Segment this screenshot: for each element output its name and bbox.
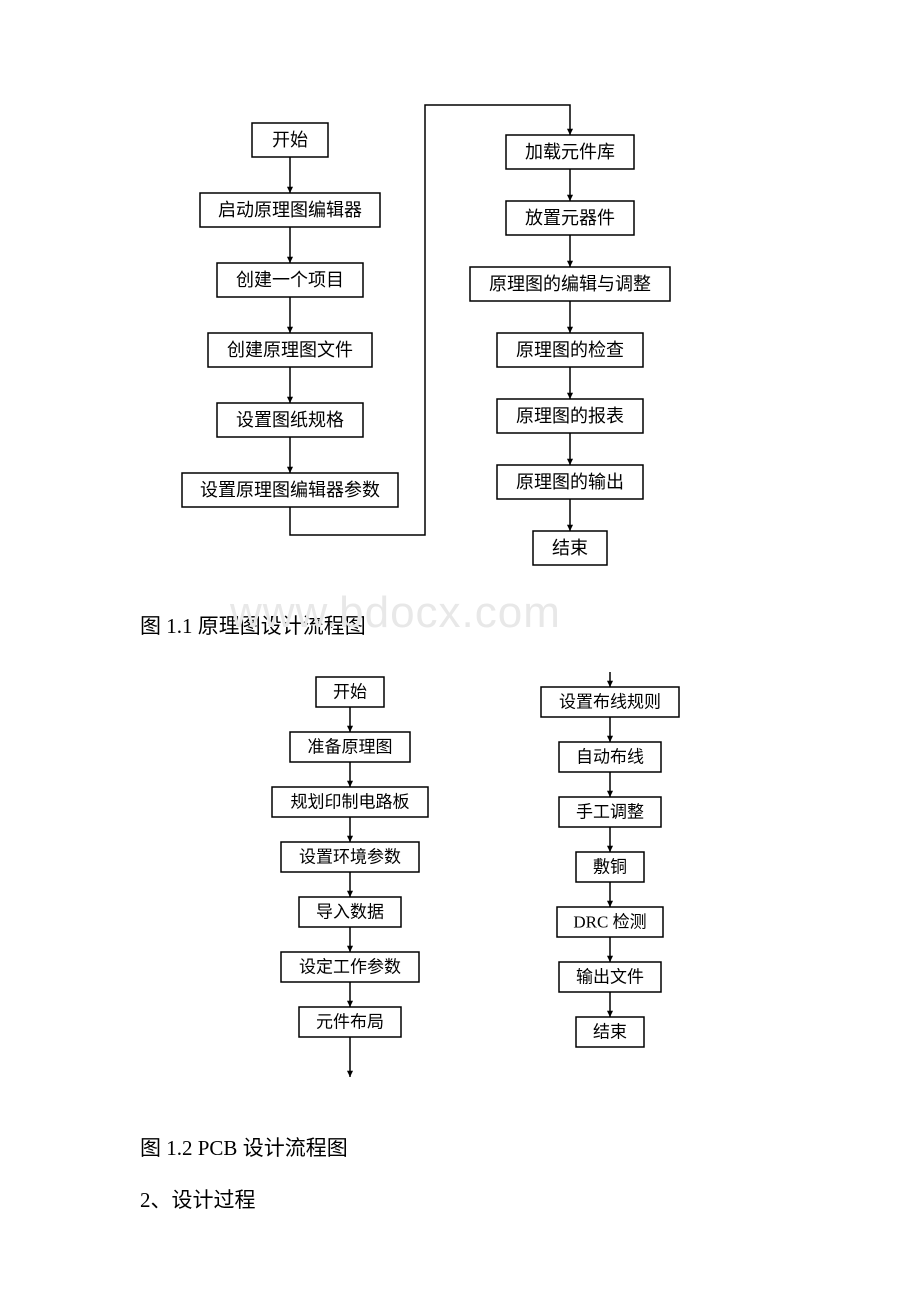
svg-text:设置布线规则: 设置布线规则 [559,693,661,712]
flowchart-2-svg: 开始准备原理图规划印制电路板设置环境参数导入数据设定工作参数元件布局 设置布线规则… [190,662,750,1102]
svg-text:设置图纸规格: 设置图纸规格 [236,410,344,430]
svg-text:原理图的编辑与调整: 原理图的编辑与调整 [489,274,651,294]
flowchart-1-svg: 开始启动原理图编辑器创建一个项目创建原理图文件设置图纸规格设置原理图编辑器参数 加… [140,90,730,580]
svg-text:自动布线: 自动布线 [576,748,644,767]
svg-text:设置环境参数: 设置环境参数 [299,848,401,867]
svg-text:原理图的检查: 原理图的检查 [516,340,624,360]
flowchart-2-container: 开始准备原理图规划印制电路板设置环境参数导入数据设定工作参数元件布局 设置布线规则… [190,662,780,1102]
section-2-heading: 2、设计过程 [140,1184,780,1214]
svg-text:元件布局: 元件布局 [316,1013,384,1032]
svg-text:开始: 开始 [272,130,308,150]
svg-text:敷铜: 敷铜 [593,858,627,877]
svg-text:结束: 结束 [593,1023,627,1042]
svg-text:规划印制电路板: 规划印制电路板 [291,793,410,812]
svg-text:输出文件: 输出文件 [576,968,644,987]
svg-text:创建原理图文件: 创建原理图文件 [227,340,353,360]
flowchart-1-container: 开始启动原理图编辑器创建一个项目创建原理图文件设置图纸规格设置原理图编辑器参数 加… [140,90,780,580]
caption-1: 图 1.1 原理图设计流程图 [140,610,780,640]
svg-text:准备原理图: 准备原理图 [308,738,393,757]
svg-text:设置原理图编辑器参数: 设置原理图编辑器参数 [200,480,380,500]
svg-text:加载元件库: 加载元件库 [525,142,615,162]
caption-2: 图 1.2 PCB 设计流程图 [140,1132,780,1162]
svg-text:DRC 检测: DRC 检测 [573,913,646,932]
svg-text:原理图的输出: 原理图的输出 [516,472,624,492]
svg-text:启动原理图编辑器: 启动原理图编辑器 [218,200,362,220]
svg-text:结束: 结束 [552,538,588,558]
svg-text:原理图的报表: 原理图的报表 [516,406,624,426]
svg-text:导入数据: 导入数据 [316,903,384,922]
svg-text:放置元器件: 放置元器件 [525,208,615,228]
svg-text:手工调整: 手工调整 [576,803,644,822]
flowchart-2: 开始准备原理图规划印制电路板设置环境参数导入数据设定工作参数元件布局 设置布线规则… [190,662,780,1102]
svg-text:设定工作参数: 设定工作参数 [299,958,401,977]
svg-text:创建一个项目: 创建一个项目 [236,270,344,290]
svg-text:开始: 开始 [333,683,367,702]
flowchart-1: 开始启动原理图编辑器创建一个项目创建原理图文件设置图纸规格设置原理图编辑器参数 加… [140,90,780,580]
